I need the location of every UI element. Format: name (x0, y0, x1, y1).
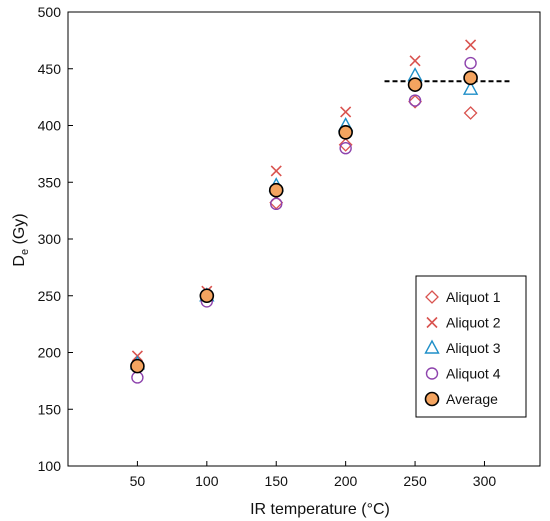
y-tick-label: 500 (38, 4, 62, 20)
y-tick-label: 250 (38, 288, 62, 304)
series-average (130, 70, 478, 374)
x-tick-label: 200 (334, 473, 358, 489)
point-aliquot-2 (409, 55, 421, 67)
x-tick-label: 50 (130, 473, 146, 489)
axis-ticks: 50 100 150 200 250 300 100 150 200 250 300 350 400 45… (38, 4, 497, 489)
legend: Aliquot 1 Aliquot 2 Aliquot 3 Aliquot 4 Aver… (415, 275, 527, 418)
x-axis-title: IR temperature (°C) (250, 501, 390, 518)
point-aliquot-2 (340, 106, 352, 118)
legend-label-aliquot-2: Aliquot 2 (446, 315, 501, 331)
legend-label-average: Average (446, 391, 498, 407)
point-average (463, 70, 478, 86)
legend-label-aliquot-1: Aliquot 1 (446, 289, 501, 305)
x-tick-label: 250 (403, 473, 427, 489)
point-aliquot-1 (338, 137, 353, 152)
legend-label-aliquot-4: Aliquot 4 (446, 366, 501, 382)
y-tick-label: 100 (38, 458, 62, 474)
point-aliquot-4 (408, 94, 422, 107)
point-aliquot-4 (270, 197, 283, 211)
legend-marker-aliquot-1 (425, 290, 439, 304)
point-average (199, 288, 215, 304)
point-average (268, 182, 284, 198)
point-aliquot-4 (339, 141, 352, 155)
y-tick-label: 300 (38, 231, 62, 247)
point-aliquot-3 (462, 80, 479, 95)
y-tick-label: 150 (38, 401, 62, 417)
y-tick-label: 350 (38, 174, 62, 190)
y-tick-label: 400 (38, 118, 62, 134)
point-average (407, 77, 423, 92)
data-points (129, 39, 479, 384)
legend-label-aliquot-3: Aliquot 3 (446, 340, 501, 356)
point-aliquot-1 (408, 94, 422, 109)
point-average (338, 125, 353, 140)
x-tick-label: 100 (195, 473, 219, 489)
y-axis-title: De (Gy) (11, 213, 31, 266)
point-aliquot-4 (464, 56, 477, 70)
point-aliquot-2 (270, 165, 282, 177)
x-tick-label: 300 (473, 473, 497, 489)
y-tick-label: 450 (38, 61, 62, 77)
legend-marker-aliquot-3 (424, 339, 440, 354)
x-tick-label: 150 (265, 473, 289, 489)
y-axis-title-unit: (Gy) (11, 213, 28, 249)
point-aliquot-4 (131, 371, 144, 384)
legend-marker-average (424, 391, 440, 407)
point-aliquot-2 (465, 39, 477, 51)
y-axis-title-sub: e (19, 249, 31, 255)
axis-labels: IR temperature (°C) De (Gy) (11, 213, 390, 518)
y-tick-label: 200 (38, 345, 62, 361)
point-aliquot-1 (463, 106, 478, 120)
legend-marker-aliquot-2 (426, 316, 438, 329)
y-axis-title-main: D (11, 255, 28, 267)
legend-marker-aliquot-4 (425, 367, 439, 380)
point-average (130, 358, 145, 374)
